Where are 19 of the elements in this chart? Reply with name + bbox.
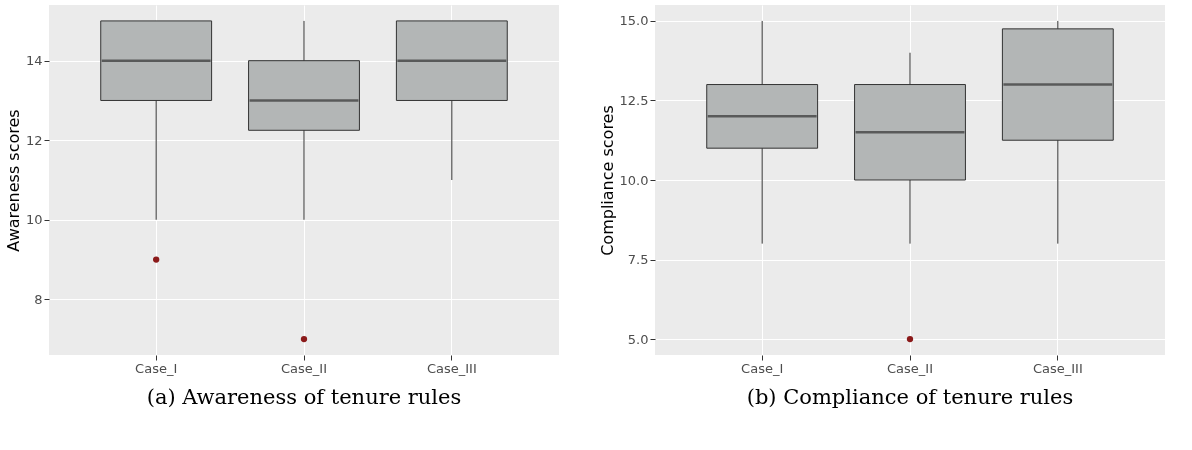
x-tick-label: Case_I [741, 360, 784, 376]
x-tick-label: Case_III [426, 360, 477, 376]
x-tick-label: Case_II [887, 360, 933, 376]
y-tick-label: 12.5 [619, 92, 649, 108]
y-tick-label: 14 [25, 53, 43, 69]
y-tick-label: 8 [34, 291, 43, 307]
y-tick-label: 7.5 [627, 252, 649, 268]
text: (b) Compliance of tenure rules [746, 385, 1074, 409]
y-axis-title: Compliance scores [597, 105, 617, 256]
y-tick-label: 5.0 [627, 331, 649, 347]
y-tick-label: 12 [25, 132, 43, 148]
text: (a) Awareness of tenure rules [146, 385, 462, 409]
x-tick-label: Case_III [1032, 360, 1083, 376]
y-tick-label: 10 [25, 212, 43, 228]
y-tick-label: 10.0 [619, 172, 649, 188]
y-tick-label: 15.0 [619, 13, 649, 29]
x-tick-label: Case_II [281, 360, 327, 376]
y-axis-title: Awareness scores [3, 109, 23, 252]
x-tick-label: Case_I [135, 360, 178, 376]
